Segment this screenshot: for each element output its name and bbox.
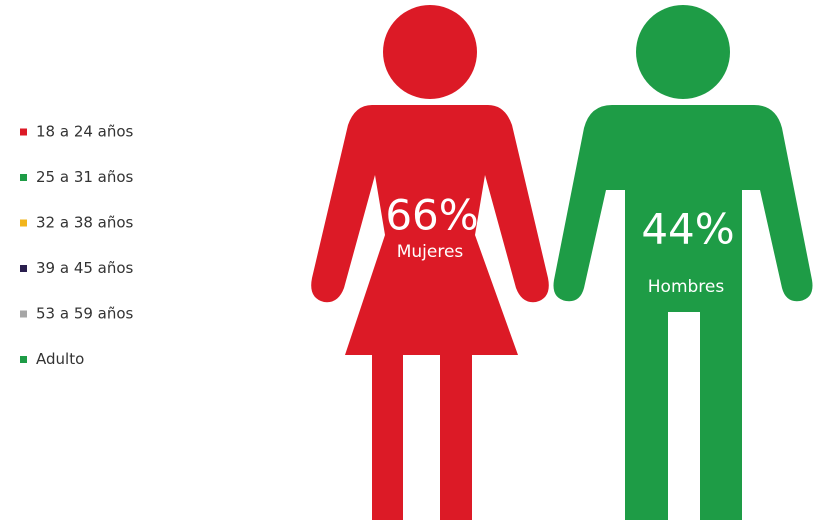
- legend-swatch: [20, 128, 27, 136]
- percent: 66%: [385, 191, 478, 240]
- legend-label: 39 a 45 años: [36, 259, 134, 277]
- woman-figure: 66% Mujeres: [311, 5, 549, 520]
- legend-swatch: [20, 265, 27, 272]
- legend-label: 18 a 24 años: [36, 123, 134, 141]
- head: [383, 5, 477, 99]
- legend-label: 53 a 59 años: [36, 305, 134, 323]
- body: [553, 105, 813, 520]
- legend: 18 a 24 años 25 a 31 años 32 a 38 años 39 a…: [20, 123, 134, 368]
- leg: [372, 350, 403, 520]
- legend-label: Adulto: [36, 350, 84, 368]
- figure-label: Hombres: [648, 277, 725, 297]
- legend-swatch: [20, 356, 27, 363]
- legend-swatch: [20, 219, 27, 227]
- legend-swatch: [20, 174, 27, 181]
- legend-label: 32 a 38 años: [36, 214, 134, 232]
- body: [311, 105, 549, 355]
- man-figure: 44% Hombres: [553, 5, 813, 520]
- leg: [440, 350, 472, 520]
- figure-label: Mujeres: [397, 242, 464, 262]
- percent: 44%: [641, 205, 734, 254]
- head: [636, 5, 730, 99]
- legend-label: 25 a 31 años: [36, 168, 134, 186]
- legend-swatch: [20, 310, 27, 318]
